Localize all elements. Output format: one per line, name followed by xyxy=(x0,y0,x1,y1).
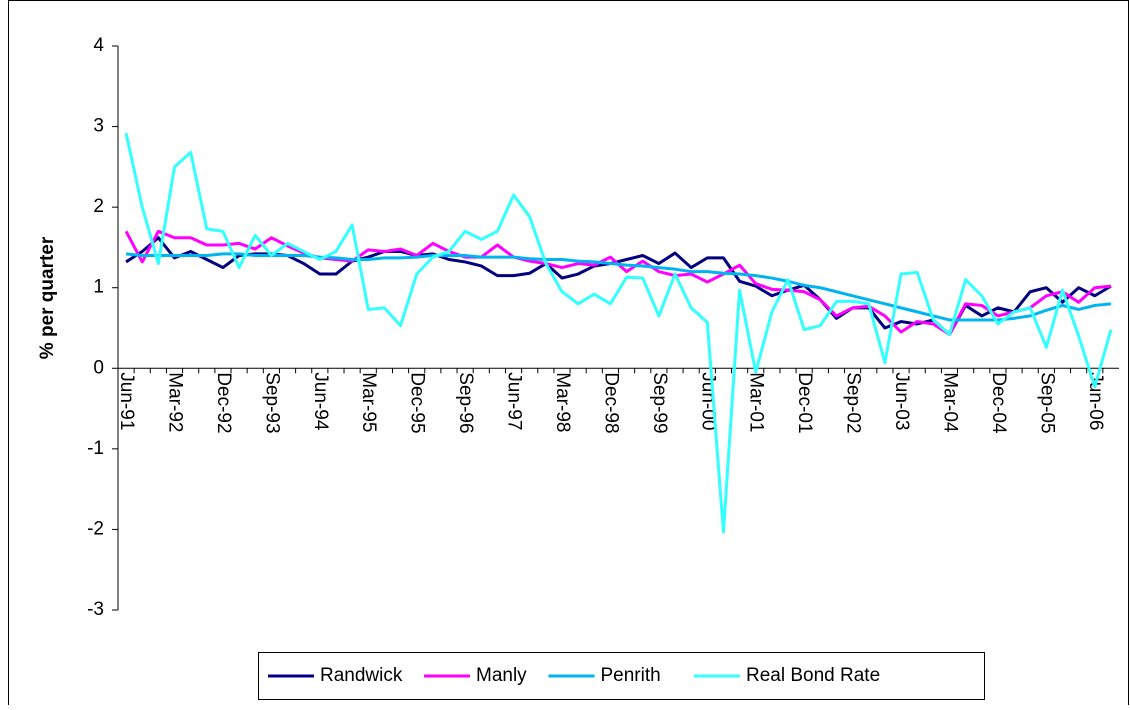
x-tick-label: Mar-04 xyxy=(939,372,960,433)
y-tick-label: 3 xyxy=(93,116,104,137)
x-tick-label: Dec-01 xyxy=(794,372,815,433)
y-tick-label: 1 xyxy=(93,277,104,298)
x-tick-label: Mar-92 xyxy=(164,372,185,432)
y-tick-label: 4 xyxy=(93,35,104,56)
x-tick-label: Dec-92 xyxy=(213,372,234,433)
legend-label: Real Bond Rate xyxy=(746,665,880,686)
x-tick-label: Sep-05 xyxy=(1036,372,1057,433)
legend-label: Penrith xyxy=(601,665,661,686)
x-tick-label: Sep-99 xyxy=(649,372,670,433)
legend-label: Manly xyxy=(476,665,527,686)
legend-label: Randwick xyxy=(320,665,403,686)
x-tick-label: Jun-06 xyxy=(1085,372,1106,430)
x-tick-label: Jun-94 xyxy=(310,372,331,431)
legend xyxy=(258,652,985,700)
series-line xyxy=(125,252,1112,322)
x-tick-label: Dec-98 xyxy=(600,372,621,433)
x-tick-label: Jun-03 xyxy=(891,372,912,430)
x-tick-label: Dec-04 xyxy=(988,372,1009,434)
y-tick-label: 2 xyxy=(93,196,104,217)
x-tick-label: Sep-02 xyxy=(843,372,864,433)
y-tick-label: -3 xyxy=(87,599,104,620)
y-tick-label: -1 xyxy=(87,438,104,459)
x-tick-label: Mar-95 xyxy=(358,372,379,432)
x-tick-label: Mar-98 xyxy=(552,372,573,432)
x-tick-label: Mar-01 xyxy=(746,372,767,432)
y-tick-label: -2 xyxy=(87,518,104,539)
x-tick-label: Sep-93 xyxy=(261,372,282,433)
x-tick-label: Dec-95 xyxy=(407,372,428,433)
series-line xyxy=(124,132,1113,534)
x-tick-label: Jun-91 xyxy=(116,372,137,430)
chart-frame xyxy=(8,0,1129,710)
x-tick-label: Sep-96 xyxy=(455,372,476,433)
y-axis-title: % per quarter xyxy=(37,236,58,359)
x-tick-label: Jun-97 xyxy=(504,372,525,430)
y-tick-label: 0 xyxy=(93,357,104,378)
